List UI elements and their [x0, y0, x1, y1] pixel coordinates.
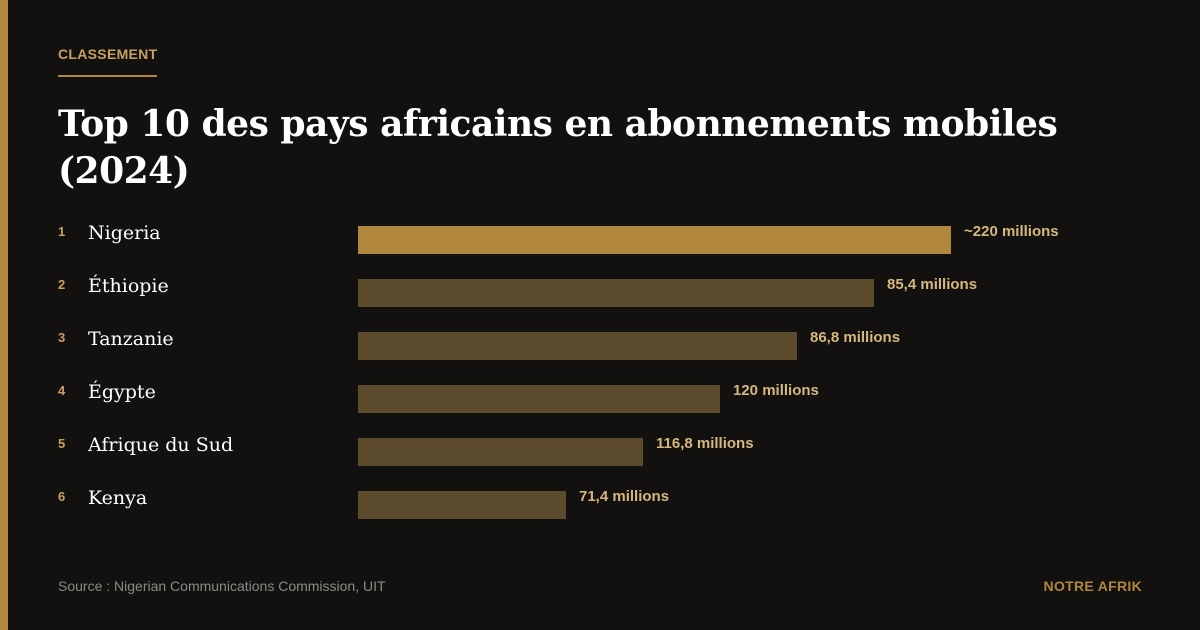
value-label: 120 millions [733, 382, 819, 399]
source-note: Source : Nigerian Communications Commiss… [58, 578, 386, 594]
country-label: Égypte [88, 380, 156, 403]
rank-number: 4 [58, 383, 66, 398]
section-kicker: CLASSEMENT [58, 46, 158, 77]
country-label: Nigeria [88, 222, 161, 244]
country-label: Tanzanie [88, 328, 174, 350]
rank-number: 1 [58, 224, 65, 239]
brand-logo-text: NOTRE AFRIK [1043, 578, 1142, 594]
value-label: 116,8 millions [656, 435, 754, 452]
value-label: 86,8 millions [810, 329, 900, 346]
country-label: Afrique du Sud [87, 434, 233, 456]
rank-number: 6 [58, 489, 65, 504]
country-label: Kenya [88, 487, 147, 509]
bar [358, 385, 720, 413]
rank-number: 5 [58, 436, 65, 451]
bar [358, 332, 797, 360]
chart-title: Top 10 des pays africains en abonnements… [58, 103, 1058, 192]
rank-number: 3 [58, 330, 65, 345]
bar [358, 438, 643, 466]
value-label: 71,4 millions [579, 488, 669, 505]
bar [358, 491, 566, 519]
bar [358, 226, 951, 254]
value-label: 85,4 millions [887, 276, 977, 293]
bar [358, 279, 874, 307]
rank-number: 2 [58, 277, 65, 292]
value-label: ~220 millions [964, 223, 1059, 240]
accent-stripe [0, 0, 8, 630]
country-label: Éthiopie [88, 274, 169, 297]
